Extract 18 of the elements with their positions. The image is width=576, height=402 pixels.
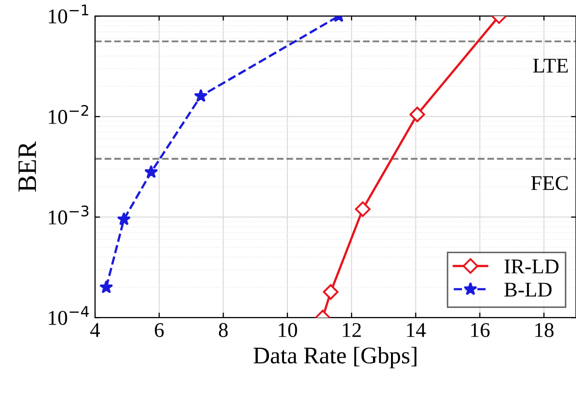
- x-tick-label: 6: [154, 323, 164, 338]
- x-tick-label: 14: [407, 323, 426, 337]
- legend-label: B-LD: [504, 282, 552, 297]
- y-tick-label: 10$^{−1}$: [48, 4, 88, 24]
- ref-line-label: FEC: [531, 176, 568, 190]
- x-tick-label: 4: [90, 323, 100, 337]
- legend-label: IR-LD: [504, 260, 558, 274]
- y-tick-label: 10$^{−4}$: [48, 306, 89, 325]
- x-tick-label: 12: [342, 323, 361, 337]
- x-tick-label: 8: [218, 323, 228, 338]
- x-tick-label: 16: [471, 323, 490, 338]
- ref-line-label: LTE: [533, 58, 568, 72]
- x-tick-label: 18: [535, 323, 554, 338]
- x-axis-title: Data Rate [Gbps]: [254, 346, 416, 368]
- y-tick-label: 10$^{−2}$: [48, 104, 88, 124]
- y-axis-title: BER: [18, 141, 36, 192]
- x-tick-label: 10: [278, 323, 298, 338]
- y-tick-label: 10$^{−3}$: [48, 205, 88, 224]
